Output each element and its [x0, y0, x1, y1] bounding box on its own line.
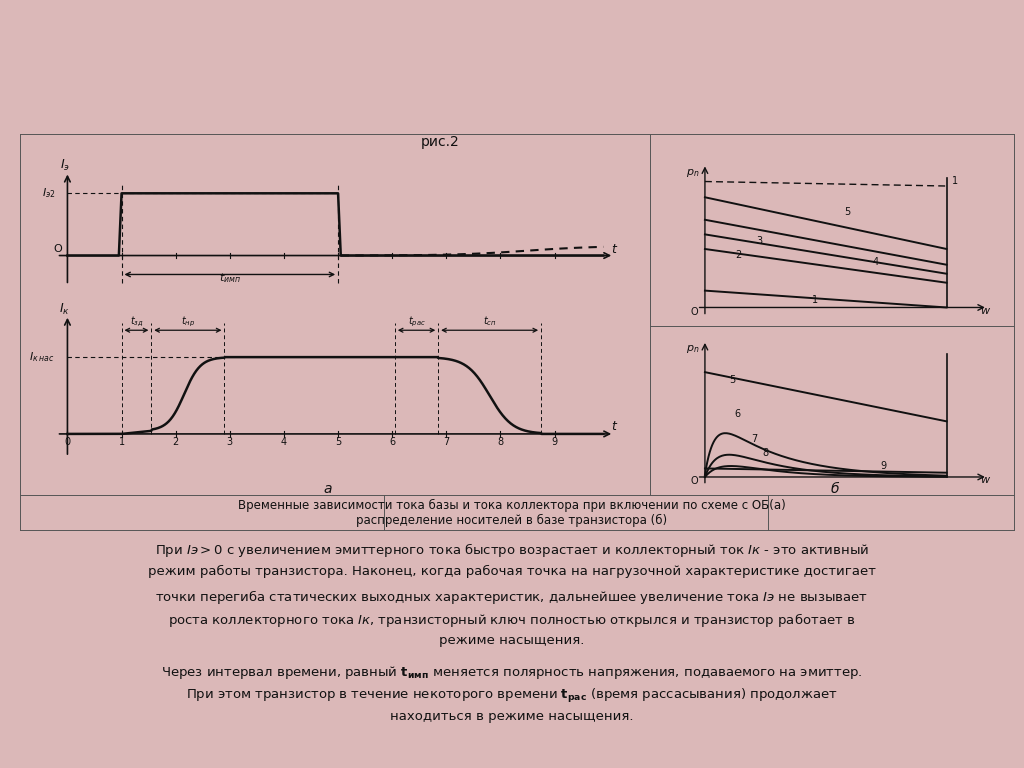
Text: $t_{нр}$: $t_{нр}$ [181, 315, 195, 329]
Text: $I_{к\,нас}$: $I_{к\,нас}$ [29, 350, 54, 364]
Text: режиме насыщения.: режиме насыщения. [439, 634, 585, 647]
Text: При этом транзистор в течение некоторого времени $\bf{t_{рас}}$ (время рассасыва: При этом транзистор в течение некоторого… [186, 687, 838, 705]
Text: 4: 4 [281, 438, 287, 448]
Text: $I_к$: $I_к$ [59, 302, 71, 317]
Text: 8: 8 [762, 448, 768, 458]
Text: 3: 3 [226, 438, 232, 448]
Text: $t_{рас}$: $t_{рас}$ [408, 315, 426, 329]
Text: t: t [611, 243, 616, 256]
Text: 3: 3 [757, 237, 763, 247]
Text: а: а [324, 482, 332, 496]
Text: 6: 6 [389, 438, 395, 448]
Text: w: w [980, 306, 989, 316]
Text: w: w [980, 475, 989, 485]
Text: 5: 5 [729, 375, 735, 385]
Text: распределение носителей в базе транзистора (б): распределение носителей в базе транзисто… [356, 514, 668, 527]
Text: O: O [690, 307, 697, 317]
Text: t: t [611, 420, 616, 433]
Text: 5: 5 [845, 207, 851, 217]
Text: б: б [830, 482, 839, 496]
Text: Временные зависимости тока базы и тока коллектора при включении по схеме с ОБ(а): Временные зависимости тока базы и тока к… [239, 499, 785, 512]
Text: 9: 9 [552, 438, 558, 448]
Text: рис.2: рис.2 [421, 135, 460, 149]
Text: При $Iэ > 0$ с увеличением эмиттерного тока быстро возрастает и коллекторный ток: При $Iэ > 0$ с увеличением эмиттерного т… [155, 541, 869, 559]
Text: Через интервал времени, равный $\bf{t_{имп}}$ меняется полярность напряжения, по: Через интервал времени, равный $\bf{t_{и… [161, 664, 863, 681]
Text: 5: 5 [335, 438, 341, 448]
Text: $t_{имп}$: $t_{имп}$ [219, 272, 241, 285]
Text: точки перегиба статических выходных характеристик, дальнейшее увеличение тока $I: точки перегиба статических выходных хара… [156, 588, 868, 605]
Text: роста коллекторного тока $Iк$, транзисторный ключ полностью открылся и транзисто: роста коллекторного тока $Iк$, транзисто… [168, 611, 856, 628]
Text: 1: 1 [119, 438, 125, 448]
Text: 1: 1 [952, 176, 958, 186]
Text: 4: 4 [872, 257, 879, 266]
Text: 9: 9 [881, 462, 887, 472]
Text: 2: 2 [735, 250, 741, 260]
Text: O: O [690, 476, 697, 486]
Text: $I_э$: $I_э$ [59, 158, 70, 174]
Text: $I_{э2}$: $I_{э2}$ [42, 187, 55, 200]
Text: 1: 1 [812, 295, 818, 305]
Text: 7: 7 [752, 434, 758, 444]
Text: 0: 0 [65, 438, 71, 448]
Text: $t_{сп}$: $t_{сп}$ [482, 314, 497, 328]
Text: 7: 7 [443, 438, 450, 448]
Text: $p_n$: $p_n$ [686, 167, 699, 179]
Text: O: O [53, 243, 62, 253]
Text: находиться в режиме насыщения.: находиться в режиме насыщения. [390, 710, 634, 723]
Text: 6: 6 [735, 409, 741, 419]
Text: $t_{зд}$: $t_{зд}$ [130, 315, 143, 329]
Text: 2: 2 [173, 438, 179, 448]
Text: 8: 8 [498, 438, 504, 448]
Text: $p_n$: $p_n$ [686, 343, 699, 356]
Text: режим работы транзистора. Наконец, когда рабочая точка на нагрузочной характерис: режим работы транзистора. Наконец, когда… [148, 564, 876, 578]
